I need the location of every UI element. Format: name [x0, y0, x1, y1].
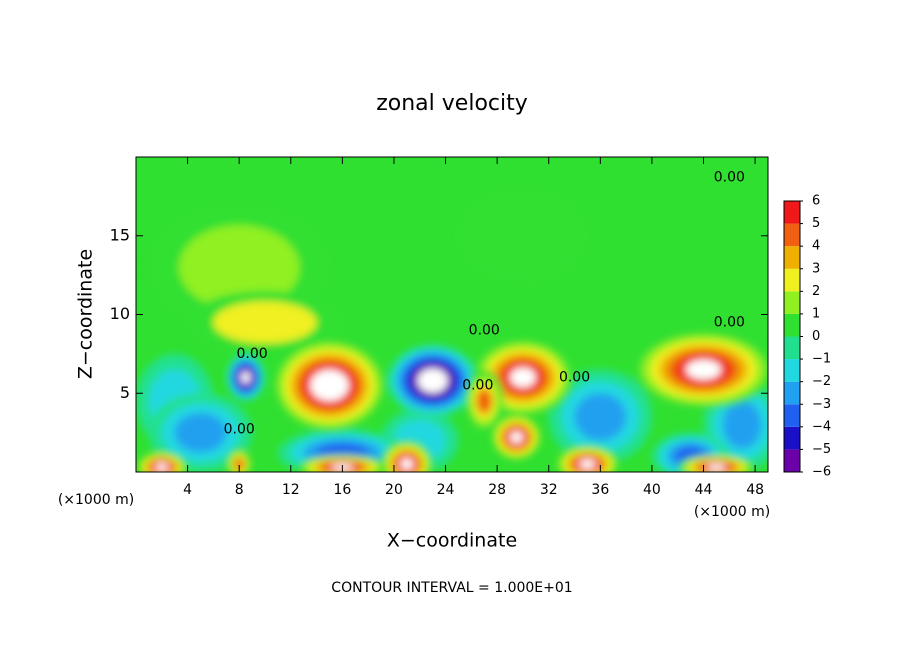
y-tick-label: 10	[110, 304, 130, 323]
x-tick-label: 12	[282, 482, 300, 498]
colorbar-label: −4	[812, 419, 831, 434]
x-unit-label: (×1000 m)	[694, 504, 770, 520]
colorbar-band	[784, 291, 800, 314]
colorbar-band	[784, 201, 800, 224]
x-tick-label: 36	[591, 482, 609, 498]
colorbar-band	[784, 449, 800, 472]
colorbar-label: 5	[812, 216, 820, 231]
x-tick-label: 24	[437, 482, 455, 498]
colorbar-label: 4	[812, 239, 820, 254]
overlay: 4 8 12 16 20 24 28 32 36 40 44 4851015−6−5−4−3−2−10…	[110, 156, 831, 498]
x-axis-label: X−coordinate	[387, 530, 517, 552]
colorbar-label: −3	[812, 397, 831, 412]
x-unit-label: (×1000 m)	[58, 492, 134, 508]
field-feature	[579, 459, 596, 469]
y-axis-label: Z−coordinate	[75, 249, 97, 379]
contour-label: 0.00	[224, 421, 255, 437]
field-feature	[240, 371, 251, 384]
colorbar-label: 1	[812, 306, 820, 321]
field-feature	[510, 431, 523, 444]
contour-label: 0.00	[462, 377, 493, 393]
colorbar-band	[784, 268, 800, 292]
field-feature	[510, 367, 536, 388]
colorbar-band	[784, 246, 800, 269]
colorbar-label: 3	[812, 261, 820, 276]
colorbar-label: −5	[812, 442, 831, 457]
colorbar-label: 0	[812, 329, 820, 344]
x-tick-label: 28	[488, 482, 506, 498]
colorbar-band	[784, 404, 800, 427]
field-feature	[574, 393, 627, 441]
colorbar-label: −2	[812, 374, 831, 389]
footer-note: CONTOUR INTERVAL = 1.000E+01	[331, 580, 572, 596]
contour-label: 0.00	[714, 314, 745, 330]
contour-label: 0.00	[714, 169, 745, 185]
plot-area: 0.00 0.00 0.00 0.00 0.00 0.00 0.00	[136, 157, 768, 472]
field-feature	[316, 374, 343, 396]
colorbar-label: 6	[812, 194, 820, 209]
chart-title: zonal velocity	[376, 91, 528, 116]
field-feature	[174, 412, 227, 453]
contour-label: 0.00	[469, 322, 500, 338]
colorbar-band	[784, 359, 800, 382]
colorbar-band	[784, 336, 800, 360]
contour-label: 0.00	[236, 346, 267, 362]
y-tick-label: 15	[110, 225, 130, 244]
colorbar-label: −6	[812, 465, 831, 480]
colorbar-label: 2	[812, 284, 820, 299]
field-feature	[234, 457, 245, 471]
colorbar-band	[784, 381, 800, 405]
field-feature	[722, 401, 762, 449]
field-feature	[213, 301, 317, 344]
x-tick-label: 8	[235, 482, 244, 498]
field-feature	[178, 225, 300, 310]
field-feature	[706, 464, 727, 471]
field-feature	[400, 458, 414, 471]
contour-label: 0.00	[559, 370, 590, 386]
x-tick-label: 4	[183, 482, 192, 498]
x-tick-label: 40	[643, 482, 661, 498]
field-feature	[458, 188, 588, 283]
field-feature	[155, 463, 169, 472]
x-tick-label: 48	[746, 482, 764, 498]
field-feature	[685, 359, 722, 380]
colorbar-band	[784, 313, 800, 337]
field-feature	[422, 372, 443, 389]
x-tick-label: 16	[333, 482, 351, 498]
colorbar-band	[784, 223, 800, 247]
x-tick-label: 32	[540, 482, 558, 498]
y-tick-label: 5	[120, 383, 130, 402]
colorbar-band	[784, 426, 800, 450]
x-tick-label: 44	[695, 482, 713, 498]
x-tick-label: 20	[385, 482, 403, 498]
colorbar-label: −1	[812, 352, 831, 367]
field	[136, 188, 768, 472]
field-feature	[476, 388, 492, 414]
